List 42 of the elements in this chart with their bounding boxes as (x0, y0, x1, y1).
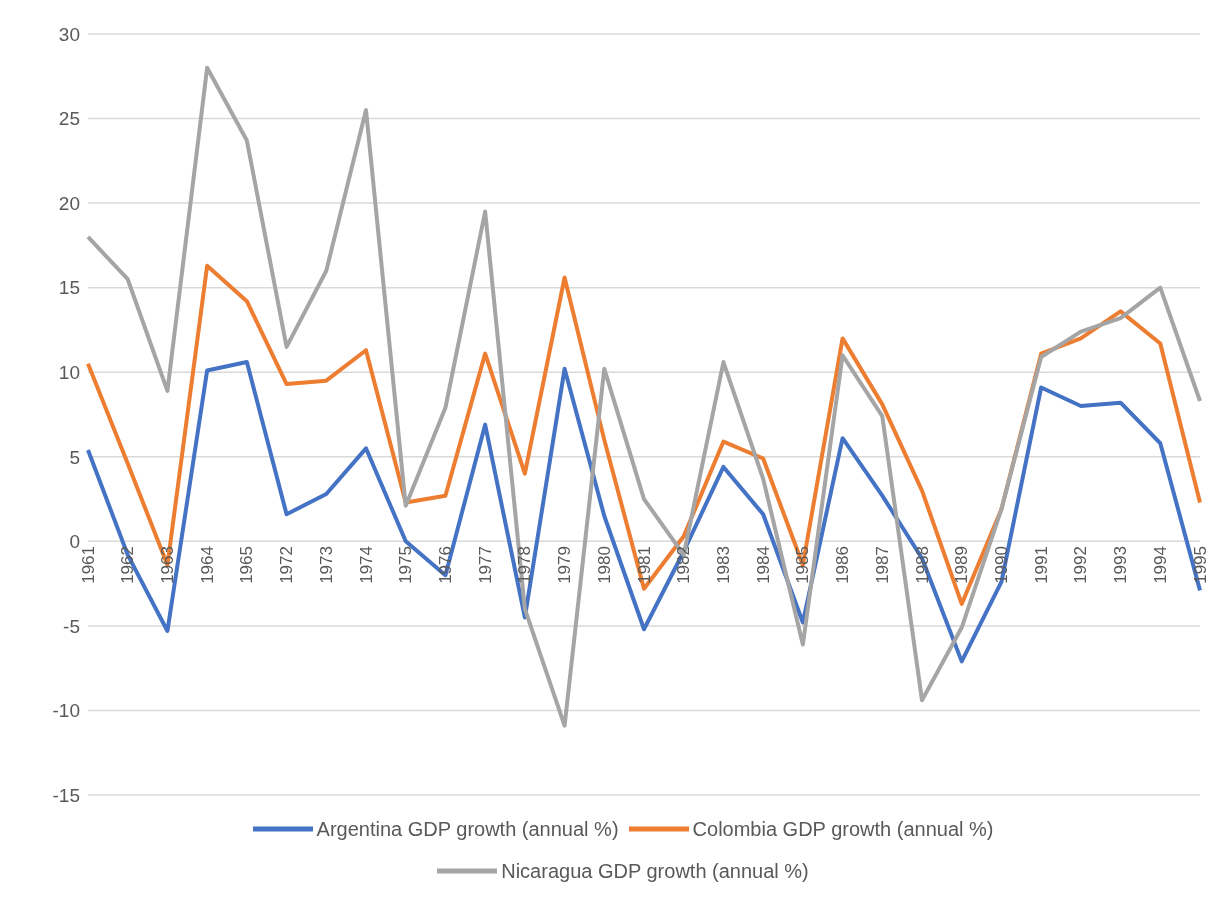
legend-label: Argentina GDP growth (annual %) (316, 817, 619, 842)
y-tick-label: 5 (69, 446, 80, 468)
x-tick-label: 1987 (872, 546, 892, 584)
y-tick-label: 0 (69, 531, 80, 553)
x-tick-label: 1976 (435, 546, 455, 584)
x-tick-label: 1989 (952, 546, 972, 584)
y-tick-label: 30 (58, 23, 80, 45)
x-tick-label: 1983 (713, 546, 733, 584)
x-tick-label: 1992 (1071, 546, 1091, 584)
x-tick-label: 1995 (1190, 546, 1210, 584)
legend-label: Colombia GDP growth (annual %) (692, 817, 994, 842)
x-tick-label: 1993 (1111, 546, 1131, 584)
x-tick-label: 1962 (118, 546, 138, 584)
x-tick-label: 1991 (1031, 546, 1051, 584)
x-tick-label: 1973 (316, 546, 336, 584)
x-tick-label: 1978 (515, 546, 535, 584)
x-tick-label: 1975 (396, 546, 416, 584)
y-tick-label: 20 (58, 192, 80, 214)
y-tick-label: 10 (58, 361, 80, 383)
x-tick-label: 1990 (991, 546, 1011, 584)
x-tick-label: 1984 (753, 546, 773, 584)
y-tick-label: -10 (52, 700, 80, 722)
y-tick-label: -15 (52, 784, 80, 806)
x-tick-label: 1986 (833, 546, 853, 584)
x-tick-label: 1963 (157, 546, 177, 584)
x-tick-label: 1965 (237, 546, 257, 584)
x-tick-label: 1972 (277, 546, 297, 584)
y-tick-label: -5 (63, 615, 80, 637)
x-tick-label: 1982 (674, 546, 694, 584)
x-tick-label: 1964 (197, 546, 217, 584)
y-tick-label: 15 (58, 277, 80, 299)
x-tick-label: 1961 (78, 546, 98, 584)
legend-label: Nicaragua GDP growth (annual %) (501, 859, 809, 884)
x-tick-label: 1981 (634, 546, 654, 584)
y-tick-label: 25 (58, 108, 80, 130)
x-tick-label: 1985 (793, 546, 813, 584)
x-tick-label: 1979 (555, 546, 575, 584)
x-tick-label: 1977 (475, 546, 495, 584)
x-tick-label: 1980 (594, 546, 614, 584)
x-tick-label: 1988 (912, 546, 932, 584)
x-tick-label: 1994 (1150, 546, 1170, 584)
x-tick-label: 1974 (356, 546, 376, 584)
